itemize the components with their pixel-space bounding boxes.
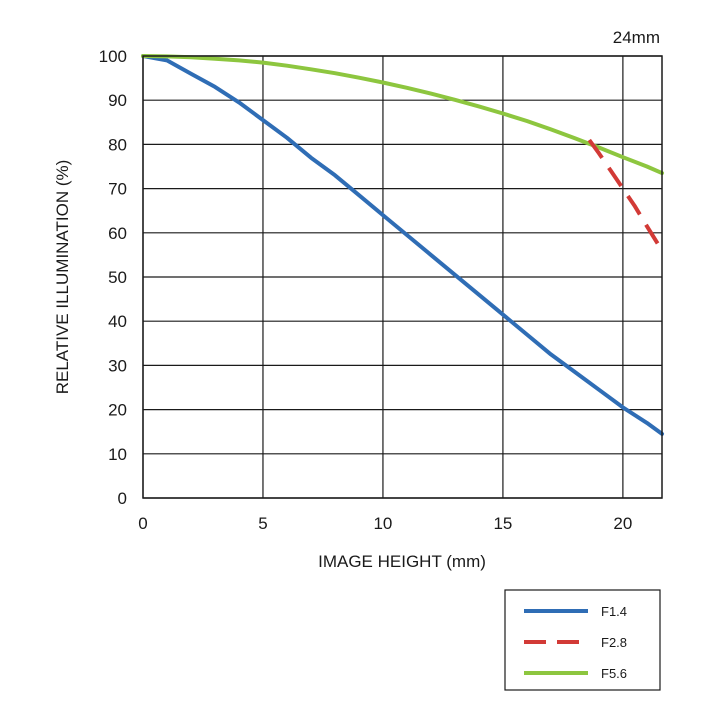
series-line-f2-8 <box>587 138 664 252</box>
tick-labels: 0 10 20 30 40 50 60 70 80 90 100 0 5 10 15 20 <box>99 47 633 533</box>
x-tick-label: 20 <box>613 514 632 533</box>
x-axis-label: IMAGE HEIGHT (mm) <box>318 552 486 571</box>
series-layer <box>141 54 664 436</box>
y-axis-label: RELATIVE ILLUMINATION (%) <box>53 160 72 395</box>
x-tick-label: 5 <box>258 514 267 533</box>
y-tick-label: 0 <box>118 489 127 508</box>
chart-title: 24mm <box>613 28 660 47</box>
legend-label: F2.8 <box>601 635 627 650</box>
x-tick-label: 15 <box>493 514 512 533</box>
y-tick-label: 50 <box>108 268 127 287</box>
legend-label: F1.4 <box>601 604 627 619</box>
y-tick-label: 100 <box>99 47 127 66</box>
x-tick-label: 10 <box>373 514 392 533</box>
series-line-f5-6 <box>141 54 664 176</box>
series-line-f1-4 <box>141 54 664 436</box>
y-tick-label: 10 <box>108 445 127 464</box>
x-tick-label: 0 <box>138 514 147 533</box>
y-tick-label: 80 <box>108 135 127 154</box>
y-tick-label: 20 <box>108 401 127 420</box>
y-tick-label: 60 <box>108 224 127 243</box>
y-tick-label: 70 <box>108 180 127 199</box>
y-tick-label: 90 <box>108 91 127 110</box>
legend-label: F5.6 <box>601 666 627 681</box>
grid <box>142 55 662 499</box>
plot-frame <box>142 55 663 499</box>
y-tick-label: 40 <box>108 312 127 331</box>
legend: F1.4 F2.8 F5.6 <box>504 589 661 691</box>
y-tick-label: 30 <box>108 356 127 375</box>
